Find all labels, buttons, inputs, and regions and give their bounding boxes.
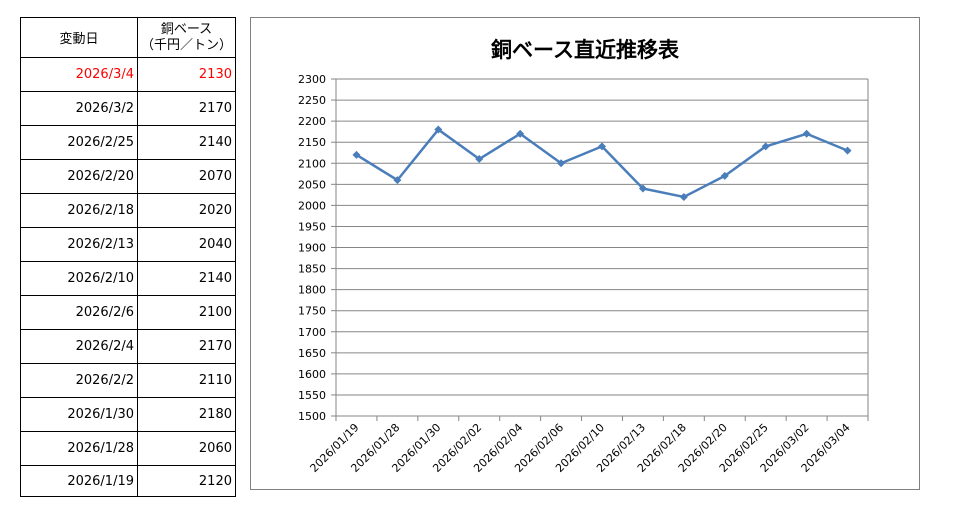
y-tick-label: 2150: [298, 136, 326, 149]
row-date: 2026/1/19: [21, 466, 138, 496]
y-tick-label: 1950: [298, 220, 326, 233]
y-tick-label: 1850: [298, 263, 326, 276]
row-date: 2026/2/18: [21, 194, 138, 227]
table-row: 2026/1/30 2180: [21, 398, 235, 432]
table-row: 2026/3/2 2170: [21, 92, 235, 126]
y-tick-label: 2000: [298, 199, 326, 212]
data-point: [598, 142, 606, 151]
row-date: 2026/2/2: [21, 364, 138, 397]
row-date: 2026/1/28: [21, 432, 138, 465]
data-point: [843, 146, 852, 155]
row-date: 2026/1/30: [21, 398, 138, 431]
row-date: 2026/3/4: [21, 58, 138, 91]
header-value-label: 銅ベース: [160, 21, 213, 37]
row-value: 2140: [198, 271, 232, 286]
data-point: [720, 171, 729, 180]
data-point: [638, 184, 647, 193]
y-tick-label: 1700: [298, 326, 326, 339]
y-tick-label: 2300: [298, 73, 326, 86]
header-value-unit: （千円／トン）: [140, 37, 232, 53]
table-row: 2026/1/19 2120: [21, 466, 235, 496]
table-row: 2026/2/2 2110: [21, 364, 235, 398]
row-value: 2070: [198, 169, 232, 184]
data-point: [516, 129, 525, 138]
data-point: [802, 129, 811, 138]
y-tick-label: 1800: [298, 284, 326, 297]
y-tick-label: 2050: [298, 178, 326, 191]
row-value: 2020: [198, 203, 232, 218]
data-point: [761, 142, 770, 151]
y-tick-label: 1600: [298, 368, 326, 381]
header-date: 変動日: [21, 18, 138, 57]
row-date: 2026/2/20: [21, 160, 138, 193]
y-tick-label: 2250: [298, 94, 326, 107]
data-point: [352, 150, 361, 159]
row-value: 2060: [198, 441, 232, 456]
copper-base-chart: 銅ベース直近推移表: [250, 17, 920, 490]
y-tick-label: 1650: [298, 347, 326, 360]
chart-title: 銅ベース直近推移表: [491, 38, 679, 62]
row-value: 2170: [198, 339, 232, 354]
table-header-row: 変動日 銅ベース （千円／トン）: [21, 18, 235, 58]
row-date: 2026/2/13: [21, 228, 138, 261]
table-row: 2026/1/28 2060: [21, 432, 235, 466]
table-row: 2026/2/4 2170: [21, 330, 235, 364]
y-tick-label: 1900: [298, 242, 326, 255]
row-date: 2026/3/2: [21, 92, 138, 125]
y-tick-label: 1500: [298, 410, 326, 423]
row-value: 2110: [198, 373, 232, 388]
table-row: 2026/2/20 2070: [21, 160, 235, 194]
row-date: 2026/2/25: [21, 126, 138, 159]
data-point: [679, 192, 688, 201]
header-value: 銅ベース （千円／トン）: [138, 18, 235, 57]
table-row: 2026/3/4 2130: [21, 58, 235, 92]
row-date: 2026/2/6: [21, 296, 138, 329]
row-value: 2120: [198, 473, 232, 489]
row-value: 2180: [198, 407, 232, 422]
row-date: 2026/2/4: [21, 330, 138, 363]
row-date: 2026/2/10: [21, 262, 138, 295]
table-row: 2026/2/25 2140: [21, 126, 235, 160]
row-value: 2170: [198, 101, 232, 116]
y-tick-label: 2100: [298, 157, 326, 170]
y-tick-label: 1550: [298, 389, 326, 402]
table-row: 2026/2/13 2040: [21, 228, 235, 262]
table-row: 2026/2/6 2100: [21, 296, 235, 330]
y-tick-label: 2200: [298, 115, 326, 128]
table-row: 2026/2/10 2140: [21, 262, 235, 296]
header-date-label: 変動日: [59, 32, 99, 47]
data-point: [557, 159, 566, 168]
data-point: [393, 176, 402, 185]
row-value: 2100: [198, 305, 232, 320]
table-row: 2026/2/18 2020: [21, 194, 235, 228]
data-point: [475, 155, 484, 164]
y-tick-label: 1750: [298, 305, 326, 318]
copper-base-table: 変動日 銅ベース （千円／トン） 2026/3/4 2130 2026/3/2 217…: [20, 17, 236, 497]
row-value: 2130: [198, 67, 232, 82]
row-value: 2040: [198, 237, 232, 252]
data-point: [434, 125, 443, 134]
row-value: 2140: [198, 135, 232, 150]
